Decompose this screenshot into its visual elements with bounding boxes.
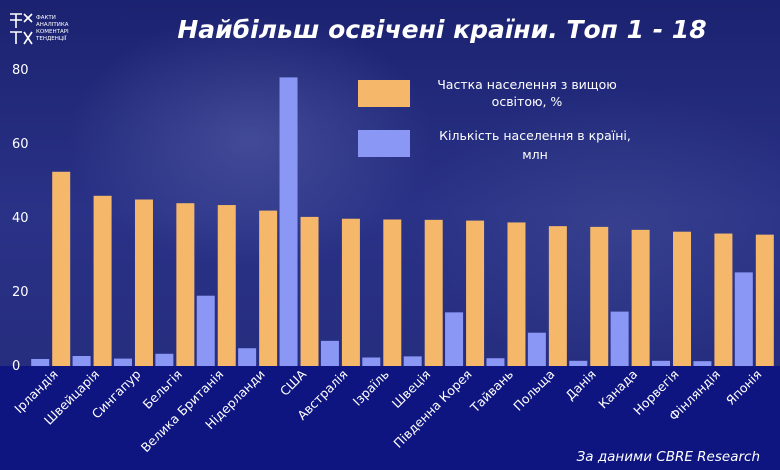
bar-higher-education-share [507,222,526,366]
bar-population [196,295,215,366]
bar-population [72,356,91,366]
logo-line-2: АНАЛІТИКА [36,22,69,28]
bar-population [610,311,629,366]
bar-population [527,332,546,366]
logo-mark [10,13,33,45]
legend: Частка населення з вищою освітою, % Кіль… [358,77,631,162]
bar-higher-education-share [714,233,733,366]
bar-population [113,358,132,366]
bar-population [693,361,712,366]
bar-population [279,77,298,367]
legend-label-blue-line1: Кількість населення в країні, [439,128,631,143]
bar-population [362,357,381,366]
y-tick-label: 60 [12,137,29,152]
y-tick-label: 80 [12,63,29,78]
logo-line-1: ФАКТИ [36,15,56,21]
legend-label-orange-line2: освітою, % [492,94,563,109]
bar-higher-education-share [466,220,485,366]
chart-title: Найбільш освічені країни. Топ 1 - 18 [177,15,706,44]
bar-higher-education-share [548,226,567,366]
bar-higher-education-share [383,219,402,366]
bar-higher-education-share [134,199,153,366]
bar-higher-education-share [52,171,71,366]
bar-population [569,360,588,366]
source-note: За даними CBRE Research [577,449,760,465]
logo-line-3: КОМЕНТАРІ [36,29,69,35]
bar-higher-education-share [176,203,195,366]
bar-population [320,340,339,366]
y-tick-label: 20 [12,285,29,300]
bar-higher-education-share [590,226,609,366]
bar-higher-education-share [300,216,319,366]
bar-population [734,272,753,366]
bar-population [486,358,505,366]
bar-higher-education-share [259,210,278,366]
logo-line-4: ТЕНДЕНЦІЇ [35,35,67,42]
y-axis: 0 20 40 60 80 [12,63,29,374]
bottom-band [0,366,780,470]
logo: ФАКТИ АНАЛІТИКА КОМЕНТАРІ ТЕНДЕНЦІЇ [10,13,69,45]
bar-population [445,312,464,366]
y-tick-label: 0 [12,359,20,374]
bar-higher-education-share [631,229,650,366]
bar-higher-education-share [217,205,236,366]
bars [31,77,774,367]
bar-higher-education-share [93,195,112,366]
bar-population [155,353,174,366]
legend-swatch-orange [358,80,410,107]
bar-higher-education-share [424,219,443,366]
y-tick-label: 40 [12,211,29,226]
bar-population [31,358,50,366]
legend-label-orange-line1: Частка населення з вищою [437,77,617,92]
bar-higher-education-share [341,218,360,366]
bar-higher-education-share [755,234,774,366]
bar-higher-education-share [673,231,692,366]
legend-label-blue-line2: млн [522,147,548,162]
bar-population [238,348,257,366]
legend-swatch-blue [358,130,410,157]
bar-population [403,356,422,366]
bar-population [652,360,671,366]
